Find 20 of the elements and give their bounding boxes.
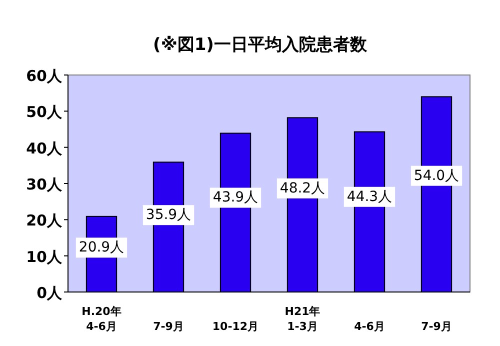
y-tick-label: 50人: [26, 103, 63, 122]
data-label: 44.3人: [346, 188, 392, 205]
x-tick-label: H21年 1-3月: [284, 305, 320, 333]
y-tick-label: 0人: [36, 284, 63, 302]
y-tick-label: 10人: [26, 248, 63, 266]
x-tick-label: 4-6月: [354, 320, 385, 333]
x-tick-label: 7-9月: [421, 320, 452, 333]
y-tick-label: 40人: [26, 139, 63, 158]
x-tick-label: H.20年 4-6月: [82, 305, 122, 333]
y-tick-label: 20人: [26, 212, 63, 230]
data-label: 43.9人: [212, 190, 258, 206]
x-tick-label: 7-9月: [153, 320, 184, 333]
data-label: 20.9人: [78, 240, 124, 256]
y-tick-label: 30人: [26, 176, 63, 194]
chart-title: (※図1)一日平均入院患者数: [153, 35, 368, 55]
x-tick-label: 10-12月: [212, 320, 259, 333]
data-label: 54.0人: [414, 168, 460, 184]
data-label: 35.9人: [146, 207, 192, 224]
data-label: 48.2人: [280, 180, 326, 196]
y-tick-label: 60人: [26, 67, 63, 85]
